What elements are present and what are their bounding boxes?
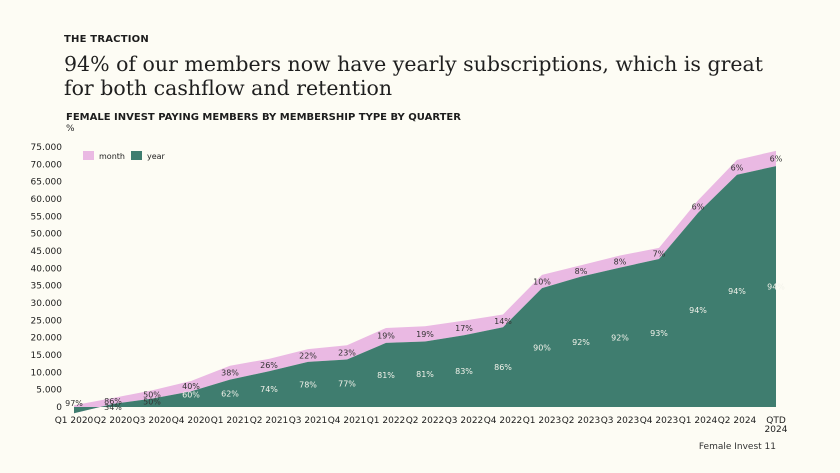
month-legend-swatch — [83, 151, 94, 160]
month-pct-label: 19% — [377, 331, 395, 340]
year-pct-label: 81% — [377, 371, 395, 380]
year-pct-label: 97% — [65, 399, 83, 408]
y-tick-label: 35.000 — [31, 282, 63, 292]
y-tick-label: 60.000 — [31, 195, 63, 205]
x-tick-label: Q1 2024 — [679, 416, 718, 426]
month-pct-label: 14% — [494, 317, 512, 326]
year-pct-label: 93% — [650, 329, 668, 338]
month-pct-label: 22% — [299, 352, 317, 361]
x-tick-label: Q3 2020 — [133, 416, 172, 426]
month-legend-label: month — [99, 152, 125, 161]
x-tick-label: Q4 2022 — [484, 416, 523, 426]
month-pct-label: 7% — [653, 249, 666, 258]
x-tick-label: Q3 2023 — [601, 416, 640, 426]
x-tick-label: Q4 2023 — [640, 416, 679, 426]
month-pct-label: 6% — [692, 203, 705, 212]
y-tick-label: 15.000 — [31, 351, 63, 361]
year-pct-label: 60% — [182, 390, 200, 399]
y-tick-label: 20.000 — [31, 334, 63, 344]
year-pct-label: 78% — [299, 380, 317, 389]
month-pct-label: 6% — [770, 154, 783, 163]
year-pct-label: 77% — [338, 379, 356, 388]
month-pct-label: 38% — [221, 369, 239, 378]
unit-label: % — [66, 124, 75, 134]
month-pct-label: 23% — [338, 348, 356, 357]
year-pct-label: 90% — [533, 344, 551, 353]
section-label: THE TRACTION — [64, 34, 149, 45]
y-tick-label: 25.000 — [31, 316, 63, 326]
y-tick-label: 45.000 — [31, 247, 63, 257]
y-tick-label: 50.000 — [31, 230, 63, 240]
chart-title: FEMALE INVEST PAYING MEMBERS BY MEMBERSH… — [66, 112, 461, 123]
headline: 94% of our members now have yearly subsc… — [64, 52, 763, 100]
month-pct-label: 17% — [455, 324, 473, 333]
y-tick-label: 10.000 — [31, 368, 63, 378]
year-pct-label: 92% — [611, 333, 629, 342]
month-pct-label: 8% — [614, 258, 627, 267]
x-tick-label: Q2 2020 — [94, 416, 133, 426]
legend: month year — [83, 151, 166, 161]
y-tick-label: 55.000 — [31, 212, 63, 222]
x-tick-label: Q1 2020 — [55, 416, 94, 426]
year-legend-swatch — [131, 151, 142, 160]
x-tick-label: 2024 — [765, 425, 788, 435]
month-pct-label: 10% — [533, 278, 551, 287]
footer-page-label: Female Invest 11 — [698, 442, 776, 452]
month-pct-label: 50% — [143, 391, 161, 400]
year-pct-label: 94% — [728, 287, 746, 296]
year-series-area — [74, 166, 776, 414]
x-tick-label: Q2 2022 — [406, 416, 445, 426]
month-pct-label: 8% — [575, 267, 588, 276]
x-tick-label: Q1 2021 — [211, 416, 250, 426]
x-tick-label: Q2 2024 — [718, 416, 757, 426]
year-pct-label: 50% — [143, 398, 161, 407]
month-pct-label: 40% — [182, 382, 200, 391]
y-tick-label: 30.000 — [31, 299, 63, 309]
month-pct-label: 6% — [731, 163, 744, 172]
year-pct-label: 81% — [416, 370, 434, 379]
x-tick-label: QTD — [766, 416, 786, 426]
y-tick-label: 0 — [56, 403, 62, 413]
x-tick-label: Q3 2022 — [445, 416, 484, 426]
year-pct-label: 86% — [494, 363, 512, 372]
x-tick-label: Q3 2021 — [289, 416, 328, 426]
year-pct-label: 92% — [572, 338, 590, 347]
y-tick-label: 75.000 — [31, 143, 63, 153]
y-tick-label: 5.000 — [36, 386, 62, 396]
x-axis: Q1 2020 Q2 2020 Q3 2020 Q4 2020 Q1 2021 Q2 20… — [55, 416, 788, 435]
y-tick-label: 40.000 — [31, 264, 63, 274]
area-layer — [74, 150, 776, 414]
year-pct-label: 83% — [455, 367, 473, 376]
x-tick-label: Q4 2020 — [172, 416, 211, 426]
month-pct-label: 86% — [104, 397, 122, 406]
year-pct-label: 74% — [260, 385, 278, 394]
month-pct-label: 19% — [416, 330, 434, 339]
x-tick-label: Q2 2023 — [562, 416, 601, 426]
y-tick-label: 65.000 — [31, 178, 63, 188]
x-tick-label: Q4 2021 — [328, 416, 367, 426]
x-tick-label: Q2 2021 — [250, 416, 289, 426]
month-pct-label: 26% — [260, 361, 278, 370]
year-legend-label: year — [147, 152, 166, 161]
year-pct-label: 94% — [689, 306, 707, 315]
year-pct-label: 94% — [767, 283, 785, 292]
percentage-labels: 86% 50% 40% 38% 26% 22% 23% 19% 19% 17% 14% 10% 8% 8%… — [65, 154, 785, 411]
year-pct-label: 34% — [104, 403, 122, 412]
x-tick-label: Q1 2022 — [367, 416, 406, 426]
x-tick-label: Q1 2023 — [523, 416, 562, 426]
year-pct-label: 62% — [221, 389, 239, 398]
y-tick-label: 70.000 — [31, 160, 63, 170]
y-axis: 0 5.000 10.000 15.000 20.000 25.000 30.000 35.0… — [31, 143, 63, 413]
